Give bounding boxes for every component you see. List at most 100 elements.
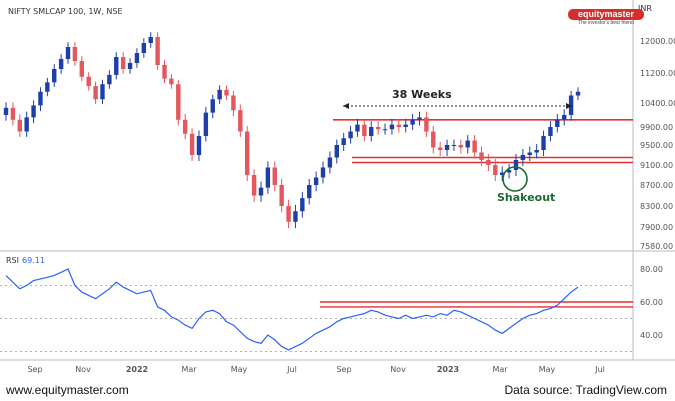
candle-body xyxy=(499,172,505,175)
candle-body xyxy=(562,115,567,120)
candle-body xyxy=(155,37,160,65)
candle-body xyxy=(258,187,264,196)
price-tick-label: 7900.00 xyxy=(640,223,673,232)
rsi-axis: 80.00 60.00 40.00 xyxy=(640,265,663,340)
candle-body xyxy=(527,152,532,155)
candle-body xyxy=(410,119,415,125)
candle-body xyxy=(493,165,498,175)
rsi-tick-label: 80.00 xyxy=(640,265,663,274)
candle-body xyxy=(465,140,470,148)
candle-body xyxy=(127,63,133,69)
price-tick-label: 10400.00 xyxy=(640,99,675,108)
candle-body xyxy=(382,129,388,131)
candle-body xyxy=(120,57,126,69)
shakeout-label: Shakeout xyxy=(497,191,555,204)
price-tick-label: 11200.00 xyxy=(640,69,675,78)
price-tick-label: 8300.00 xyxy=(640,202,673,211)
candle-body xyxy=(245,131,250,175)
candle-body xyxy=(341,138,346,145)
time-tick-label: May xyxy=(539,365,556,374)
time-tick-label: Sep xyxy=(336,365,351,374)
candle-body xyxy=(231,95,236,111)
candle-body xyxy=(251,175,257,196)
candle-body xyxy=(265,167,271,188)
candle-body xyxy=(141,43,147,53)
time-tick-label: Nov xyxy=(75,365,91,374)
level-lines xyxy=(333,119,633,164)
candle-body xyxy=(479,152,484,160)
candle-body xyxy=(86,76,91,87)
candle-body xyxy=(568,95,574,115)
candle-body xyxy=(403,124,408,127)
candle-body xyxy=(293,211,298,222)
candles xyxy=(3,32,581,229)
rsi-label: RSI xyxy=(6,256,19,265)
chart-title: NIFTY SMLCAP 100, 1W, NSE xyxy=(8,7,123,16)
candle-body xyxy=(134,53,140,63)
rsi-line xyxy=(5,268,579,351)
candle-body xyxy=(313,177,319,185)
candle-body xyxy=(3,107,9,115)
time-tick-label: May xyxy=(231,365,248,374)
price-tick-label: 9100.00 xyxy=(640,161,673,170)
currency-label: INR xyxy=(638,4,652,13)
price-axis: 12000.00 11200.00 10400.00 9900.00 9500.00 91… xyxy=(640,37,675,251)
candle-body xyxy=(114,57,119,75)
candle-body xyxy=(307,185,312,199)
candle-body xyxy=(472,140,477,153)
candle-body xyxy=(93,86,98,100)
candle-body xyxy=(513,160,519,170)
candle-body xyxy=(300,198,305,212)
candle-body xyxy=(31,105,36,118)
candle-body xyxy=(389,124,395,130)
candle-body xyxy=(162,65,167,79)
period-arrow-right-head xyxy=(566,103,572,109)
annotations: 38 Weeks Shakeout xyxy=(343,88,572,204)
candle-body xyxy=(272,167,277,185)
candle-body xyxy=(196,136,202,155)
candle-body xyxy=(182,119,188,134)
rsi-series xyxy=(0,268,633,352)
time-tick-label: Jul xyxy=(286,365,297,374)
candle-body xyxy=(348,131,353,139)
time-tick-label: 2023 xyxy=(437,365,459,374)
candle-body xyxy=(555,119,560,127)
candle-body xyxy=(534,150,539,153)
candle-body xyxy=(417,117,422,120)
candle-body xyxy=(437,147,443,150)
candle-body xyxy=(17,119,22,132)
candle-body xyxy=(72,47,78,61)
candle-body xyxy=(279,185,284,206)
candle-body xyxy=(424,117,429,132)
candle-body xyxy=(58,59,64,69)
candle-body xyxy=(176,84,181,120)
price-tick-label: 9500.00 xyxy=(640,141,673,150)
source-right: Data source: TradingView.com xyxy=(504,383,667,397)
candle-body xyxy=(486,160,491,165)
candle-body xyxy=(217,89,222,100)
time-tick-label: Jul xyxy=(594,365,605,374)
candle-body xyxy=(369,127,374,136)
candle-body xyxy=(431,131,436,148)
price-tick-label: 9900.00 xyxy=(640,123,673,132)
candle-body xyxy=(100,84,105,100)
time-axis: Sep Nov 2022 Mar May Jul Sep Nov 2023 Mar May Jul xyxy=(27,365,604,374)
candle-body xyxy=(355,124,360,132)
time-tick-label: Mar xyxy=(181,365,197,374)
shakeout-circle xyxy=(502,166,528,192)
rsi-tick-label: 40.00 xyxy=(640,331,663,340)
candle-body xyxy=(458,145,464,148)
candle-body xyxy=(575,91,581,96)
candle-body xyxy=(375,127,381,130)
candle-body xyxy=(286,206,291,222)
candle-body xyxy=(320,167,326,178)
candle-body xyxy=(38,91,43,106)
candle-body xyxy=(79,61,85,77)
rsi-value: 69.11 xyxy=(22,256,45,265)
candle-body xyxy=(444,145,450,150)
candle-body xyxy=(506,170,512,173)
time-tick-label: Nov xyxy=(390,365,406,374)
candle-body xyxy=(10,107,16,120)
time-tick-label: Mar xyxy=(492,365,508,374)
